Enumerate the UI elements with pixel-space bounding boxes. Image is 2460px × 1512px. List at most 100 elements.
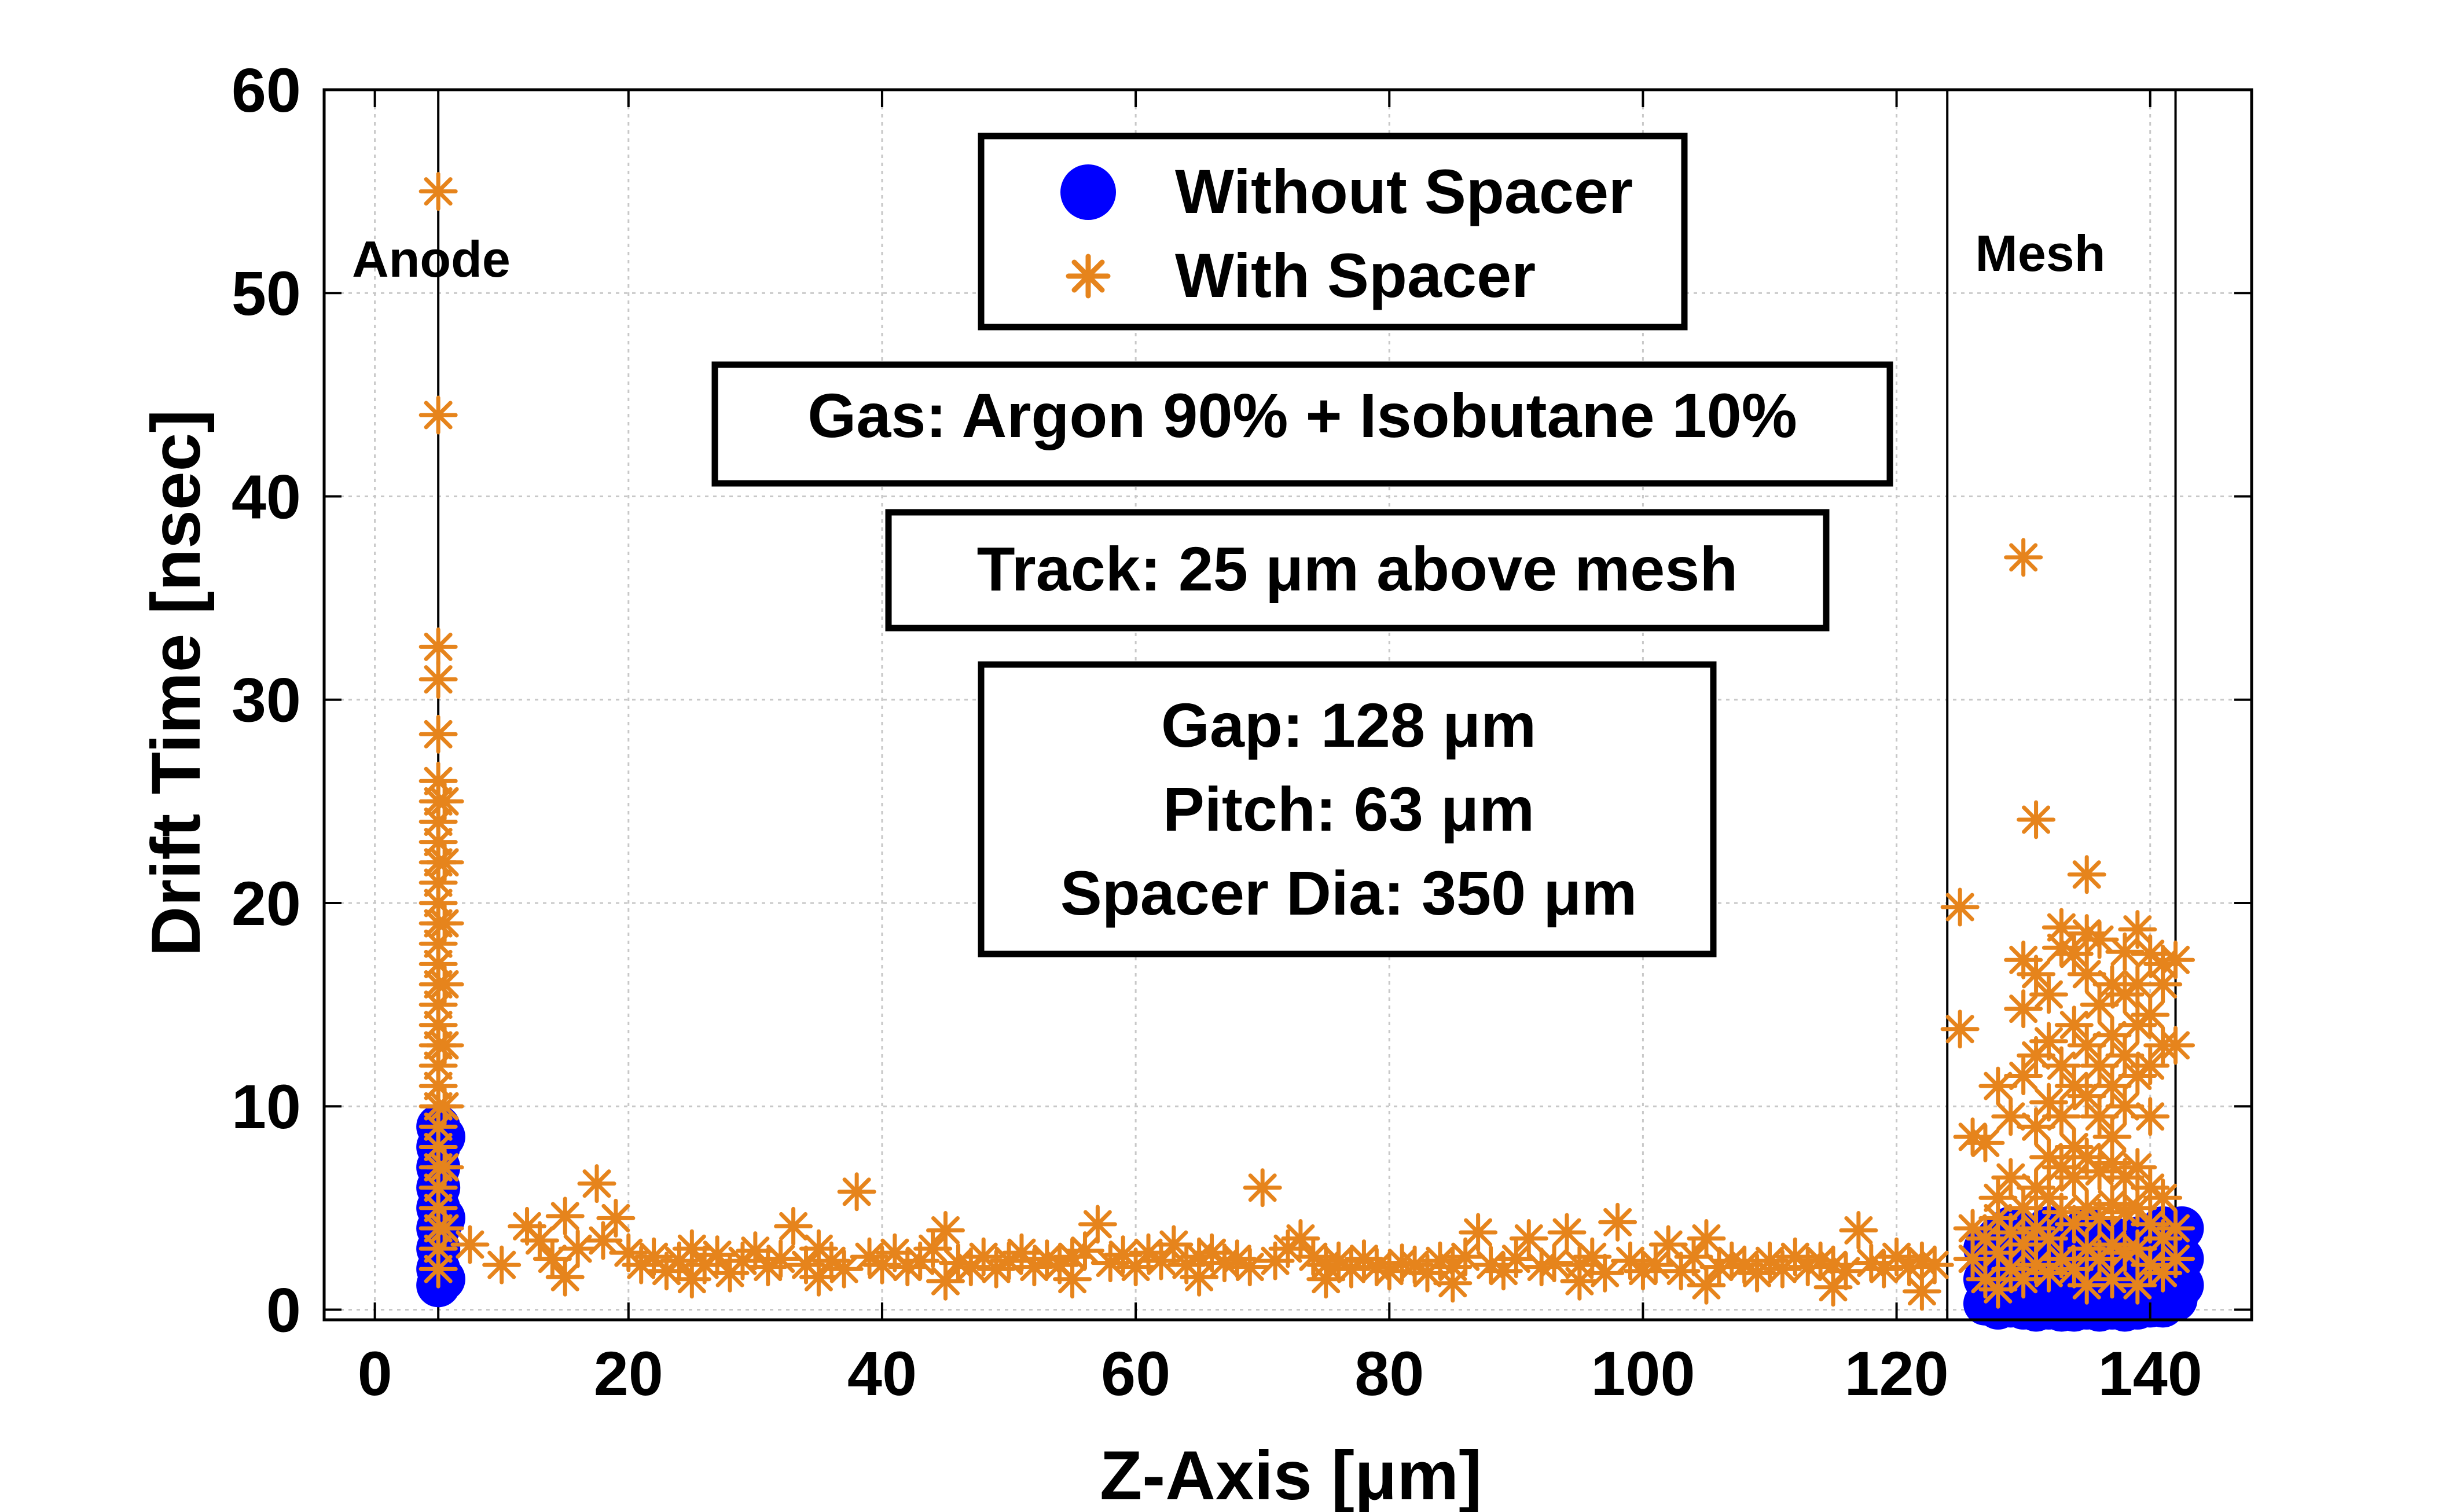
with-spacer-point bbox=[418, 172, 458, 211]
with-spacer-point bbox=[2156, 1026, 2195, 1065]
y-tick-label: 0 bbox=[266, 1275, 301, 1345]
with-spacer-point bbox=[2156, 1239, 2195, 1279]
with-spacer-point bbox=[2080, 1046, 2119, 1085]
spacer-info-text: Spacer Dia: 350 μm bbox=[1060, 858, 1637, 928]
with-spacer-point bbox=[1991, 1097, 2031, 1136]
with-spacer-point bbox=[2042, 1097, 2081, 1136]
with-spacer-point bbox=[425, 1026, 464, 1065]
with-spacer-point bbox=[545, 1197, 585, 1236]
track-info-text: Track: 25 μm above mesh bbox=[977, 534, 1738, 604]
with-spacer-point bbox=[1547, 1213, 1587, 1252]
with-spacer-point bbox=[1306, 1260, 1346, 1299]
y-tick-label: 20 bbox=[232, 868, 301, 938]
with-spacer-point bbox=[425, 843, 464, 882]
geometry-info-frame bbox=[978, 661, 1717, 957]
legend-marker-with-spacer bbox=[1066, 254, 1111, 299]
with-spacer-point bbox=[2067, 855, 2106, 894]
track-info-box: Track: 25 μm above mesh bbox=[885, 509, 1830, 632]
with-spacer-point bbox=[2004, 1188, 2043, 1228]
with-spacer-point bbox=[2017, 955, 2056, 994]
legend-marker-without-spacer bbox=[1060, 164, 1116, 220]
legend-label-with-spacer: With Spacer bbox=[1175, 240, 1536, 310]
x-tick-label: 60 bbox=[1101, 1338, 1170, 1408]
with-spacer-point bbox=[450, 1225, 490, 1264]
with-spacer-point bbox=[2029, 1219, 2068, 1258]
with-spacer-point bbox=[425, 1209, 464, 1248]
with-spacer-point bbox=[2131, 1097, 2170, 1136]
with-spacer-point bbox=[2143, 1178, 2183, 1217]
with-spacer-point bbox=[2105, 1036, 2145, 1075]
with-spacer-point bbox=[761, 1239, 801, 1279]
with-spacer-point bbox=[2092, 1184, 2132, 1224]
with-spacer-point bbox=[1902, 1272, 1941, 1311]
gas-info-text: Gas: Argon 90% + Isobutane 10% bbox=[807, 380, 1797, 450]
with-spacer-point bbox=[2105, 1087, 2145, 1126]
with-spacer-point bbox=[2042, 1046, 2081, 1085]
with-spacer-point bbox=[2131, 1046, 2170, 1085]
with-spacer-point bbox=[1813, 1268, 1853, 1307]
x-tick-label: 140 bbox=[2098, 1338, 2202, 1408]
with-spacer-point bbox=[1978, 1269, 2018, 1309]
with-spacer-point bbox=[1065, 1231, 1104, 1271]
with-spacer-point bbox=[596, 1198, 636, 1238]
mesh-annotation-bg bbox=[1951, 223, 2124, 292]
with-spacer-point bbox=[1243, 1168, 1282, 1208]
with-spacer-point bbox=[2067, 955, 2106, 994]
legend: Without Spacer With Spacer bbox=[978, 133, 1688, 331]
with-spacer-point bbox=[1687, 1265, 1726, 1305]
with-spacer-point bbox=[1940, 887, 1980, 927]
with-spacer-point bbox=[2080, 985, 2119, 1025]
with-spacer-point bbox=[425, 781, 464, 821]
with-spacer-point bbox=[1636, 1245, 1675, 1285]
with-spacer-point bbox=[1966, 1123, 2005, 1162]
axis-ticks: 0 20 40 60 80 100 120 140 0 10 20 30 40 50 60 bbox=[232, 55, 2252, 1408]
with-spacer-point bbox=[2054, 1005, 2094, 1045]
with-spacer-point bbox=[2067, 1077, 2106, 1116]
x-axis-label: Z-Axis [μm] bbox=[1100, 1437, 1482, 1512]
mesh-annotation: Mesh bbox=[1976, 225, 2106, 282]
with-spacer-point bbox=[418, 1249, 458, 1289]
with-spacer-point bbox=[418, 627, 458, 666]
with-spacer-point bbox=[672, 1260, 711, 1299]
legend-label-without-spacer: Without Spacer bbox=[1175, 156, 1633, 226]
with-spacer-point bbox=[1915, 1245, 1954, 1285]
gap-info-text: Gap: 128 μm bbox=[1161, 690, 1536, 760]
with-spacer-point bbox=[1534, 1243, 1574, 1283]
with-spacer-point bbox=[2092, 1066, 2132, 1106]
gas-info-box: Gas: Argon 90% + Isobutane 10% bbox=[711, 361, 1893, 487]
with-spacer-point bbox=[2067, 1026, 2106, 1065]
with-spacer-point bbox=[2029, 975, 2068, 1014]
with-spacer-point bbox=[418, 714, 458, 754]
with-spacer-point bbox=[418, 1127, 458, 1166]
with-spacer-point bbox=[2017, 800, 2056, 839]
with-spacer-point bbox=[2017, 1107, 2056, 1146]
with-spacer-point bbox=[2092, 1015, 2132, 1055]
with-spacer-point bbox=[425, 1148, 464, 1187]
with-spacer-point bbox=[1230, 1247, 1269, 1287]
with-spacer-point bbox=[2080, 1097, 2119, 1136]
with-spacer-point bbox=[1433, 1264, 1473, 1303]
with-spacer-point bbox=[1991, 1158, 2031, 1197]
x-tick-label: 20 bbox=[594, 1338, 663, 1408]
with-spacer-point bbox=[1598, 1202, 1637, 1242]
with-spacer-point bbox=[2131, 995, 2170, 1034]
with-spacer-point bbox=[1560, 1261, 1599, 1301]
with-spacer-point bbox=[1940, 1010, 1980, 1049]
with-spacer-point bbox=[425, 1087, 464, 1126]
with-spacer-point bbox=[926, 1210, 965, 1250]
with-spacer-point bbox=[913, 1229, 953, 1268]
track-info-frame bbox=[885, 509, 1830, 632]
gas-info-frame bbox=[711, 361, 1893, 487]
geometry-info-box: Gap: 128 μm Pitch: 63 μm Spacer Dia: 350… bbox=[978, 661, 1717, 957]
with-spacer-point bbox=[1509, 1219, 1548, 1258]
with-spacer-point bbox=[545, 1257, 585, 1297]
with-spacer-point bbox=[1078, 1205, 1117, 1244]
with-spacer-point bbox=[2092, 1260, 2132, 1299]
with-spacer-point bbox=[425, 964, 464, 1004]
with-spacer-point bbox=[2080, 920, 2119, 959]
with-spacer-point bbox=[1978, 1198, 2018, 1238]
with-spacer-point bbox=[1839, 1210, 1878, 1250]
with-spacer-point bbox=[425, 904, 464, 943]
with-spacer-point bbox=[926, 1261, 965, 1301]
